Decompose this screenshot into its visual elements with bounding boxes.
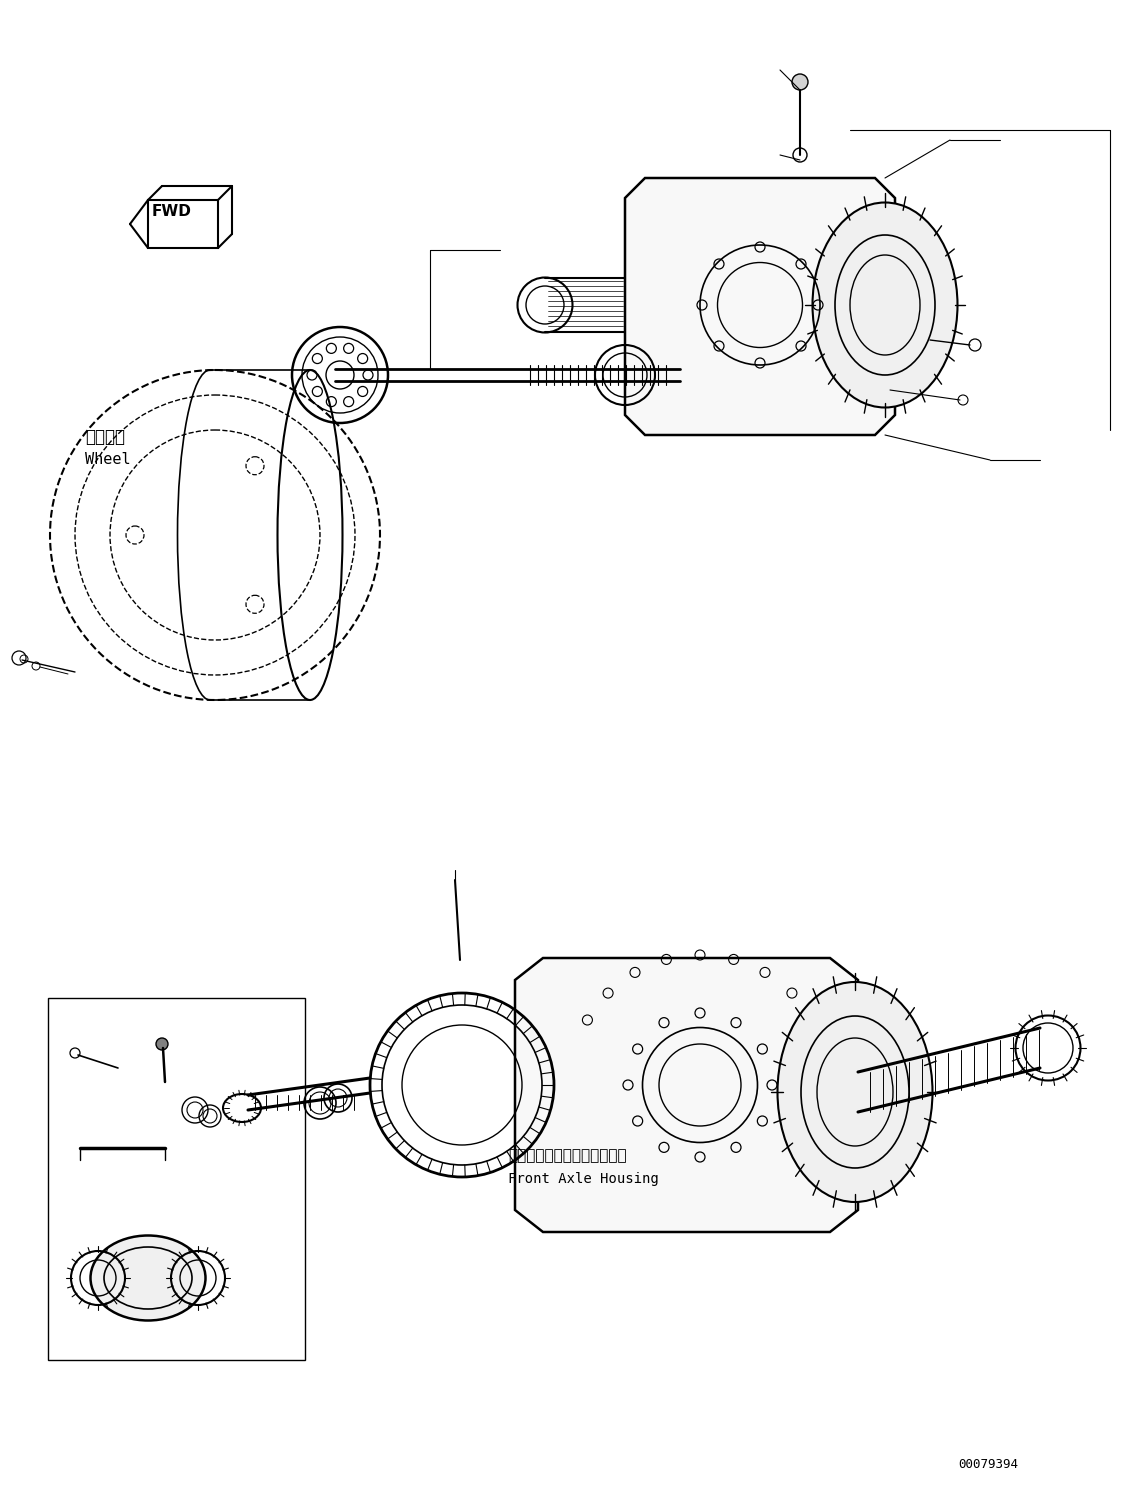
- Text: FWD: FWD: [152, 204, 192, 218]
- Text: フロントアクスルハウジング: フロントアクスルハウジング: [508, 1149, 626, 1164]
- Text: 00079394: 00079394: [958, 1458, 1018, 1471]
- Text: Front Axle Housing: Front Axle Housing: [508, 1172, 658, 1186]
- Ellipse shape: [813, 202, 957, 407]
- Ellipse shape: [91, 1235, 206, 1321]
- Circle shape: [156, 1039, 168, 1051]
- Ellipse shape: [778, 982, 932, 1202]
- Polygon shape: [625, 178, 895, 435]
- Text: Wheel: Wheel: [85, 452, 131, 467]
- Text: ホイール: ホイール: [85, 428, 125, 446]
- Polygon shape: [515, 958, 858, 1232]
- Circle shape: [792, 74, 808, 91]
